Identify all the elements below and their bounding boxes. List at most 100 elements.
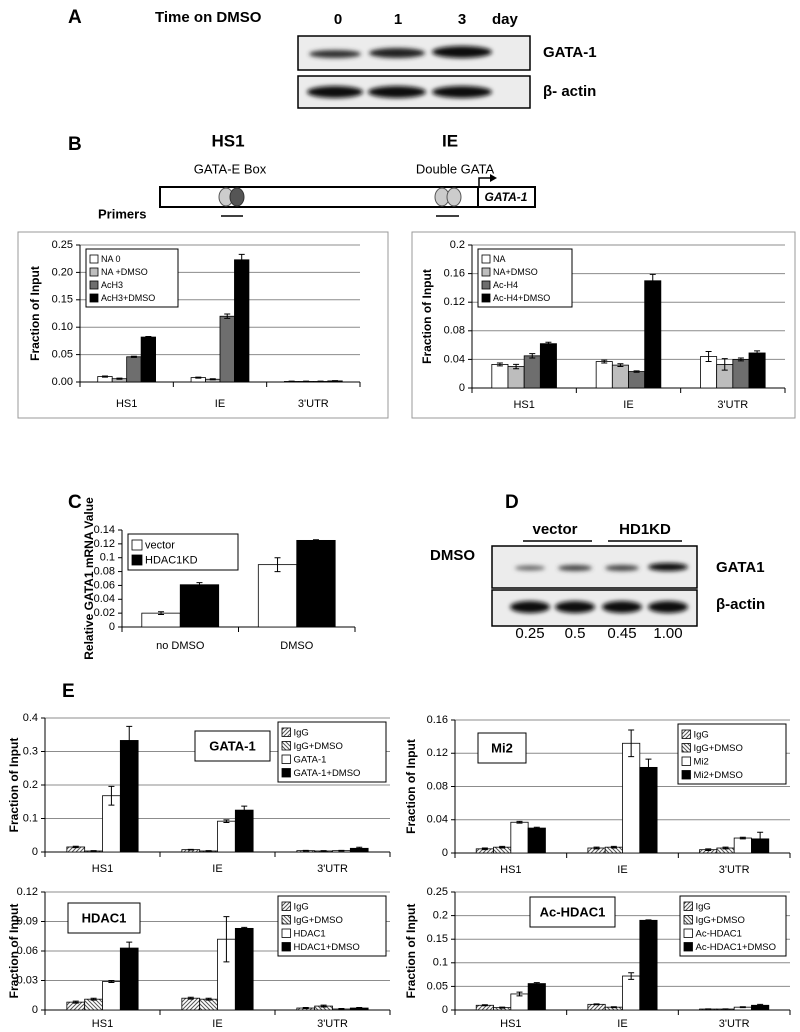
quantity: 0.5 xyxy=(565,625,586,642)
error-bar xyxy=(320,1004,327,1008)
x-tick-label: no DMSO xyxy=(156,640,205,652)
y-tick-label: 0 xyxy=(442,847,448,859)
bar xyxy=(644,280,662,389)
error-bar xyxy=(645,758,652,777)
legend-swatch xyxy=(681,770,691,780)
motif-site xyxy=(446,187,462,207)
legend-swatch xyxy=(481,293,491,303)
error-bar xyxy=(705,848,712,852)
bar xyxy=(639,919,658,1011)
error-bar xyxy=(126,941,133,955)
error-bar xyxy=(338,1008,345,1011)
y-tick-label: 0 xyxy=(442,1004,448,1016)
legend-label: IgG xyxy=(294,901,309,912)
legend-label: NA xyxy=(493,254,506,264)
y-tick-label: 0.08 xyxy=(444,325,465,337)
blot-band xyxy=(309,50,361,58)
y-tick-label: 0 xyxy=(109,621,115,633)
error-bar xyxy=(90,997,97,1001)
day-label: 3 xyxy=(458,11,466,28)
error-bar xyxy=(302,849,309,852)
x-tick-label: IE xyxy=(212,1018,222,1030)
x-tick-label: 3'UTR xyxy=(717,399,748,411)
day-unit: day xyxy=(492,11,519,28)
y-tick-label: 0.04 xyxy=(444,353,465,365)
motif-label: GATA-E Box xyxy=(194,161,267,176)
error-bar xyxy=(145,336,152,339)
blot-band xyxy=(432,86,492,98)
bar xyxy=(199,998,218,1011)
error-bar xyxy=(205,850,212,852)
panel-label: B xyxy=(68,134,82,155)
y-tick-label: 0.12 xyxy=(17,886,38,898)
x-tick-label: IE xyxy=(617,1018,627,1030)
legend-swatch xyxy=(89,293,99,303)
legend-label: IgG xyxy=(696,901,711,912)
y-tick-label: 0.05 xyxy=(427,980,448,992)
legend-label: GATA-1+DMSO xyxy=(294,768,361,779)
error-bar xyxy=(224,313,231,319)
blot-band xyxy=(605,565,639,571)
legend-swatch xyxy=(281,754,291,764)
legend-swatch xyxy=(131,554,143,566)
bar xyxy=(491,364,509,389)
error-bar xyxy=(593,1003,600,1006)
error-bar xyxy=(533,982,540,986)
y-axis-label: Fraction of Input xyxy=(28,266,42,361)
error-bar xyxy=(332,380,339,382)
error-bar xyxy=(499,1006,506,1009)
x-tick-label: HS1 xyxy=(92,1018,113,1030)
day-label: 0 xyxy=(334,11,342,28)
error-bar xyxy=(601,359,608,364)
y-tick-label: 0.2 xyxy=(23,779,38,791)
bar xyxy=(733,837,752,854)
bar xyxy=(179,584,220,628)
y-axis-label: Fraction of Input xyxy=(404,739,418,834)
error-bar xyxy=(72,845,79,849)
panel-label: C xyxy=(68,492,82,513)
x-tick-label: IE xyxy=(215,398,225,410)
legend-swatch xyxy=(481,254,491,264)
error-bar xyxy=(130,355,137,358)
y-axis-label: Relative GATA1 mRNA Value xyxy=(82,497,96,660)
x-tick-label: HS1 xyxy=(500,864,521,876)
error-bar xyxy=(187,848,194,851)
x-tick-label: HS1 xyxy=(500,1018,521,1030)
legend-swatch xyxy=(683,901,693,911)
quantity: 0.45 xyxy=(607,625,636,642)
error-bar xyxy=(722,846,729,850)
x-tick-label: IE xyxy=(212,863,222,875)
error-bar xyxy=(303,380,310,383)
y-tick-label: 0.08 xyxy=(94,565,115,577)
y-axis-label: Fraction of Input xyxy=(7,738,21,833)
y-axis-label: Fraction of Input xyxy=(420,269,434,364)
y-tick-label: 0.08 xyxy=(427,780,448,792)
y-tick-label: 0.2 xyxy=(450,239,465,251)
legend-label: AcH3 xyxy=(101,280,123,290)
error-bar xyxy=(610,845,617,849)
error-bar xyxy=(338,849,345,852)
legend-label: NA +DMSO xyxy=(101,267,148,277)
x-tick-label: 3'UTR xyxy=(298,398,329,410)
bar xyxy=(181,997,201,1011)
x-tick-label: DMSO xyxy=(280,640,313,652)
group-label: vector xyxy=(532,521,577,538)
y-tick-label: 0.12 xyxy=(444,296,465,308)
bar xyxy=(219,315,235,383)
error-bar xyxy=(72,1000,79,1004)
y-tick-label: 0.1 xyxy=(100,552,115,564)
blot-row-label: GATA1 xyxy=(716,559,765,576)
quantity: 1.00 xyxy=(653,625,682,642)
y-tick-label: 0.1 xyxy=(23,812,38,824)
legend-label: IgG+DMSO xyxy=(294,915,343,926)
y-tick-label: 0.04 xyxy=(427,814,448,826)
legend-swatch xyxy=(89,267,99,277)
y-tick-label: 0.12 xyxy=(427,747,448,759)
blot-band xyxy=(515,565,545,571)
bar xyxy=(84,998,103,1011)
error-bar xyxy=(628,729,635,758)
error-bar xyxy=(356,1007,363,1010)
error-bar xyxy=(101,375,108,378)
error-bar xyxy=(645,919,652,922)
bar xyxy=(527,983,546,1011)
